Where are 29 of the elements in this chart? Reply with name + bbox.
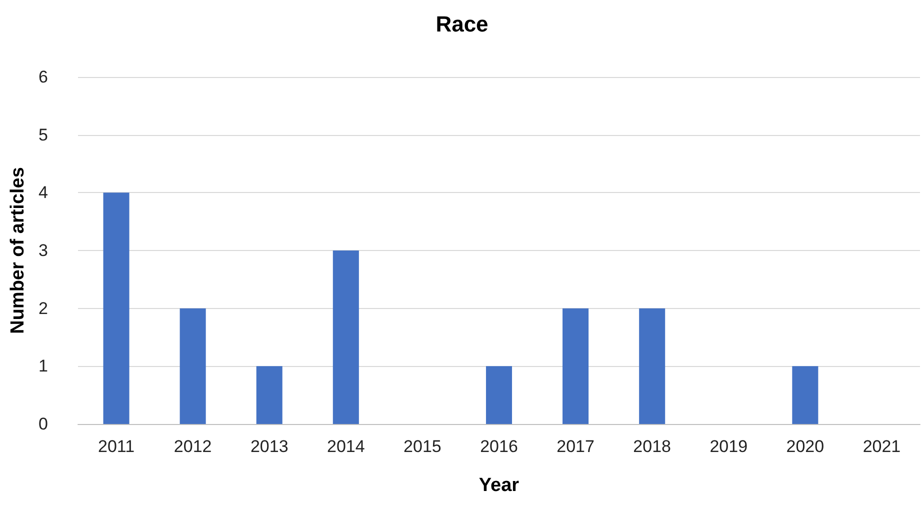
y-tick-label: 3	[38, 241, 48, 260]
y-tick-label: 2	[38, 298, 48, 318]
x-tick-label: 2012	[174, 437, 212, 456]
y-tick-label: 0	[38, 414, 48, 434]
x-tick-label: 2013	[250, 437, 288, 456]
x-tick-label: 2015	[404, 437, 442, 456]
bar	[562, 308, 589, 424]
x-tick-label: 2018	[633, 437, 672, 456]
x-tick-label: 2020	[786, 437, 824, 456]
x-tick-label: 2021	[862, 437, 901, 456]
bar	[486, 366, 512, 424]
bar	[103, 192, 130, 424]
y-axis-title: Number of articles	[8, 167, 29, 334]
bar	[180, 308, 206, 424]
bar	[256, 366, 282, 424]
x-tick-label: 2011	[98, 437, 135, 456]
x-tick-label: 2014	[326, 437, 365, 456]
x-tick-label: 2016	[480, 437, 518, 456]
y-tick-label: 1	[38, 356, 48, 376]
x-tick-label: 2017	[556, 437, 594, 456]
x-tick-label: 2019	[710, 437, 748, 456]
bar	[639, 308, 666, 424]
bar	[792, 366, 818, 424]
chart-title: Race	[436, 12, 488, 36]
bar	[332, 250, 359, 424]
y-tick-label: 4	[38, 183, 48, 202]
y-tick-label: 5	[38, 125, 48, 144]
x-axis-title: Year	[478, 475, 520, 496]
y-tick-label: 6	[38, 68, 48, 86]
